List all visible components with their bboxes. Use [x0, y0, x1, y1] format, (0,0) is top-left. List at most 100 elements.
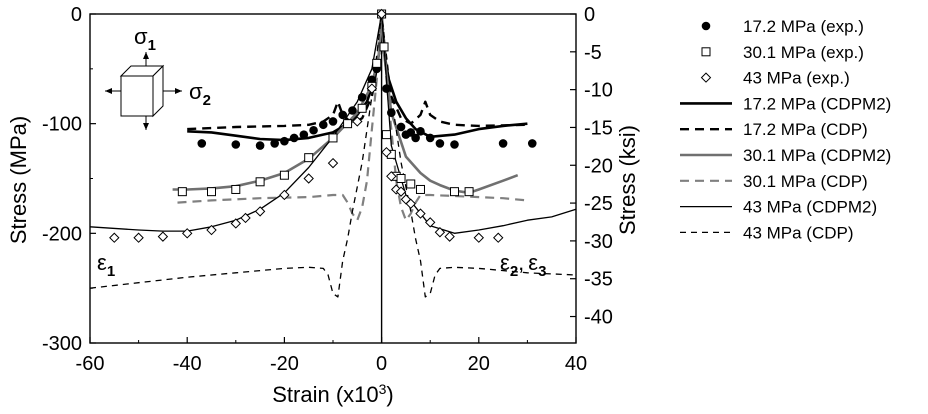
data-point-2: [327, 157, 339, 169]
data-point-2: [109, 232, 120, 243]
data-point-2: [230, 218, 242, 229]
data-point-0: [299, 130, 309, 139]
data-point-0: [435, 139, 445, 148]
data-point-0: [387, 108, 396, 117]
data-point-0: [382, 84, 391, 93]
data-point-2: [405, 198, 416, 209]
data-point-1: [379, 42, 389, 52]
data-point-1: [343, 119, 353, 129]
data-point-2: [240, 212, 251, 224]
data-point-2: [376, 8, 387, 20]
y-tick-label-right: -40: [584, 307, 613, 329]
data-point-1: [396, 174, 406, 183]
data-point-2: [352, 116, 363, 127]
x-axis-title-sup: 3: [379, 381, 387, 397]
data-point-2: [434, 227, 446, 238]
y-tick-label-left: -300: [42, 333, 82, 355]
legend-label-0: 17.2 MPa (exp.): [743, 17, 864, 36]
data-point-1: [406, 179, 416, 189]
data-point-0: [255, 141, 265, 150]
cube-front-face: [120, 75, 154, 117]
x-tick-label: 0: [376, 353, 387, 375]
legend-label-8: 43 MPa (CDP): [743, 223, 854, 242]
data-point-1: [207, 187, 216, 197]
series-line-6: [177, 12, 528, 222]
marker-layer: [109, 8, 537, 243]
y-tick-label-right: 0: [584, 4, 595, 26]
legend-swatch-0: [701, 21, 711, 31]
legend-label-6: 30.1 MPa (CDP): [743, 172, 868, 191]
data-point-0: [425, 133, 435, 143]
x-axis-title-end: ): [386, 382, 393, 407]
data-point-2: [279, 189, 290, 201]
data-point-2: [381, 146, 392, 158]
data-point-2: [366, 83, 378, 94]
x-tick-label: -40: [173, 353, 202, 375]
data-point-1: [464, 187, 474, 197]
data-point-2: [206, 224, 217, 236]
data-point-2: [424, 217, 436, 228]
y-tick-label-right: -35: [584, 269, 613, 291]
y-axis-title-right: Stress (ksi): [615, 125, 640, 235]
data-point-2: [493, 232, 504, 243]
data-point-1: [304, 153, 314, 163]
data-point-2: [303, 173, 314, 184]
data-point-2: [444, 231, 455, 242]
legend-label-1: 30.1 MPa (exp.): [743, 43, 864, 62]
data-point-0: [197, 139, 207, 148]
data-point-0: [527, 139, 537, 148]
y-tick-label-right: -30: [584, 231, 613, 253]
legend: 17.2 MPa (exp.) 30.1 MPa (exp.) 43 MPa (ex…: [680, 17, 891, 242]
data-point-0: [450, 140, 459, 149]
data-point-0: [348, 106, 357, 115]
data-point-1: [279, 170, 289, 180]
legend-label-2: 43 MPa (exp.): [743, 69, 850, 88]
data-point-1: [450, 187, 459, 197]
data-point-1: [177, 187, 187, 197]
x-axis-title-text: Strain (x10: [272, 382, 378, 407]
legend-swatch-2: [700, 72, 712, 83]
x-tick-label: 20: [468, 353, 490, 375]
epsilon1-label: ε1: [97, 250, 115, 280]
legend-label-4: 17.2 MPa (CDP): [743, 120, 868, 139]
legend-label-5: 30.1 MPa (CDPM2): [743, 146, 891, 165]
x-tick-label: -60: [76, 353, 105, 375]
sigma1-label: σ1: [134, 24, 156, 54]
data-point-0: [338, 110, 348, 120]
data-point-1: [372, 58, 382, 68]
data-point-2: [390, 184, 402, 195]
series-line-5: [172, 12, 519, 195]
series-line-7: [89, 13, 577, 234]
data-point-1: [381, 130, 391, 140]
data-point-2: [415, 208, 426, 219]
data-point-1: [255, 177, 265, 187]
data-point-0: [396, 122, 406, 132]
x-tick-label: -20: [270, 353, 299, 375]
data-point-0: [309, 125, 318, 135]
y-tick-label-left: -100: [42, 114, 82, 136]
data-point-1: [328, 133, 338, 143]
data-point-2: [395, 186, 407, 197]
series-line-4: [187, 12, 528, 131]
y-axis-title-left: Stress (MPa): [6, 116, 31, 244]
data-point-0: [318, 120, 328, 130]
sigma2-label: σ2: [189, 79, 211, 109]
x-tick-label: 40: [565, 353, 587, 375]
data-point-0: [416, 127, 425, 136]
data-point-0: [498, 139, 508, 148]
legend-label-3: 17.2 MPa (CDPM2): [743, 94, 891, 113]
data-point-2: [133, 232, 144, 243]
y-tick-label-right: -5: [584, 42, 602, 64]
data-point-0: [231, 140, 241, 149]
data-point-2: [473, 232, 485, 243]
cube-side-face: [152, 64, 164, 118]
data-point-0: [411, 133, 420, 143]
y-tick-label-right: -25: [584, 193, 613, 215]
y-tick-label-right: -20: [584, 155, 613, 177]
data-point-0: [280, 136, 289, 146]
data-point-2: [254, 206, 266, 217]
data-point-2: [157, 231, 169, 242]
